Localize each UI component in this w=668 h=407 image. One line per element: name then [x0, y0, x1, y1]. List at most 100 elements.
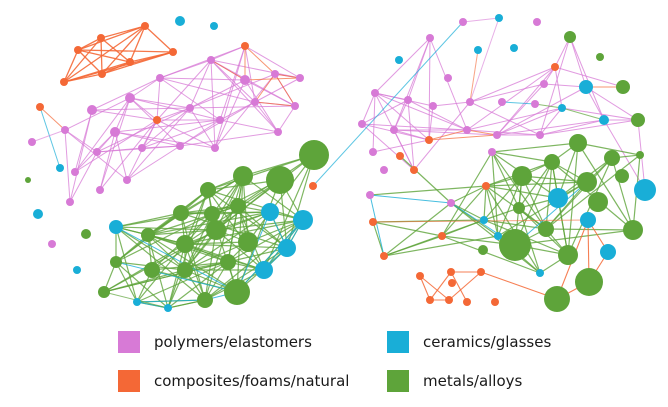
- graph-edge: [141, 107, 191, 149]
- legend-item-polymers: polymers/elastomers: [118, 331, 312, 353]
- graph-edge: [69, 151, 98, 203]
- metal-node: [204, 206, 220, 222]
- graph-edge: [545, 181, 588, 230]
- graph-edge: [407, 99, 468, 131]
- graph-edge: [237, 205, 288, 249]
- graph-edge: [126, 145, 181, 181]
- graph-edge: [115, 261, 238, 293]
- graph-edge: [129, 97, 221, 121]
- ceramic-node: [164, 304, 172, 312]
- graph-edge: [159, 77, 221, 121]
- graph-edge: [469, 101, 541, 136]
- graph-edge: [136, 261, 229, 303]
- graph-edge: [534, 103, 563, 109]
- graph-edge: [227, 219, 304, 263]
- graph-edge: [539, 119, 605, 136]
- polymer-node: [369, 148, 377, 156]
- polymer-node: [540, 80, 548, 88]
- metal-node: [25, 177, 31, 183]
- ceramic-node: [395, 56, 403, 64]
- graph-edge: [518, 161, 553, 209]
- metal-node: [220, 254, 236, 270]
- graph-edge: [469, 66, 556, 103]
- graph-edge: [159, 77, 256, 103]
- graph-edge: [483, 207, 520, 221]
- graph-edge: [147, 234, 238, 293]
- metal-node: [81, 229, 91, 239]
- polymer-node: [251, 98, 259, 106]
- graph-edge: [159, 59, 212, 79]
- graph-edge: [569, 36, 587, 88]
- graph-edge: [77, 25, 146, 51]
- graph-edge: [227, 247, 288, 263]
- graph-edge: [429, 37, 468, 131]
- graph-edge: [159, 77, 246, 81]
- graph-edge: [312, 21, 464, 187]
- composite-node: [126, 58, 134, 66]
- polymer-node: [429, 102, 437, 110]
- graph-edge: [99, 119, 158, 191]
- polymer-node: [533, 18, 541, 26]
- graph-edge: [129, 97, 191, 109]
- composite-node: [60, 78, 68, 86]
- graph-edge: [214, 79, 246, 149]
- graph-edge: [539, 107, 563, 136]
- graph-edge: [96, 107, 191, 153]
- graph-edge: [545, 228, 634, 231]
- metal-node: [631, 113, 645, 127]
- polymer-node: [498, 98, 506, 106]
- graph-edge: [413, 101, 471, 171]
- graph-edge: [428, 129, 468, 141]
- graph-edge: [369, 194, 385, 257]
- graph-edge: [485, 185, 499, 237]
- graph-edge: [369, 194, 452, 204]
- graph-edge: [210, 59, 301, 79]
- graph-edge: [577, 142, 641, 156]
- composite-node: [425, 136, 433, 144]
- graph-edge: [156, 107, 191, 121]
- ceramic-node: [293, 210, 313, 230]
- graph-edge: [214, 45, 246, 149]
- graph-edge: [236, 211, 271, 293]
- ceramic-node: [210, 22, 218, 30]
- polymer-node: [531, 100, 539, 108]
- ceramic-node: [579, 80, 593, 94]
- graph-edge: [450, 185, 487, 204]
- graph-edge: [214, 73, 276, 149]
- graph-edge: [399, 155, 452, 204]
- legend-label-metals: metals/alloys: [423, 372, 523, 390]
- polymer-node: [61, 126, 69, 134]
- ceramic-node: [109, 220, 123, 234]
- graph-edge: [210, 59, 279, 133]
- graph-edge: [63, 61, 131, 83]
- graph-edge: [189, 79, 246, 109]
- graph-edge: [441, 219, 485, 237]
- polymer-node: [186, 104, 194, 112]
- graph-edge: [491, 142, 579, 153]
- graph-edge: [485, 185, 559, 199]
- metal-node: [544, 286, 570, 312]
- graph-edge: [383, 235, 443, 257]
- metal-node: [200, 182, 216, 198]
- graph-edge: [114, 131, 128, 181]
- graph-edge: [147, 205, 239, 236]
- graph-edge: [244, 79, 296, 107]
- graph-edge: [63, 73, 103, 83]
- graph-edge: [497, 181, 588, 237]
- graph-edge: [210, 59, 256, 103]
- graph-edge: [63, 37, 102, 83]
- polymer-node: [493, 131, 501, 139]
- graph-edge: [136, 299, 206, 303]
- graph-edge: [129, 77, 161, 99]
- graph-edge: [361, 92, 376, 125]
- graph-edge: [114, 131, 181, 147]
- legend-label-polymers: polymers/elastomers: [154, 333, 312, 351]
- graph-edge: [129, 25, 146, 63]
- composite-node: [74, 46, 82, 54]
- metal-node: [596, 53, 604, 61]
- graph-edge: [428, 105, 434, 141]
- graph-edge: [491, 151, 553, 163]
- graph-edge: [374, 92, 430, 141]
- graph-edge: [207, 189, 304, 221]
- graph-edge: [441, 151, 493, 237]
